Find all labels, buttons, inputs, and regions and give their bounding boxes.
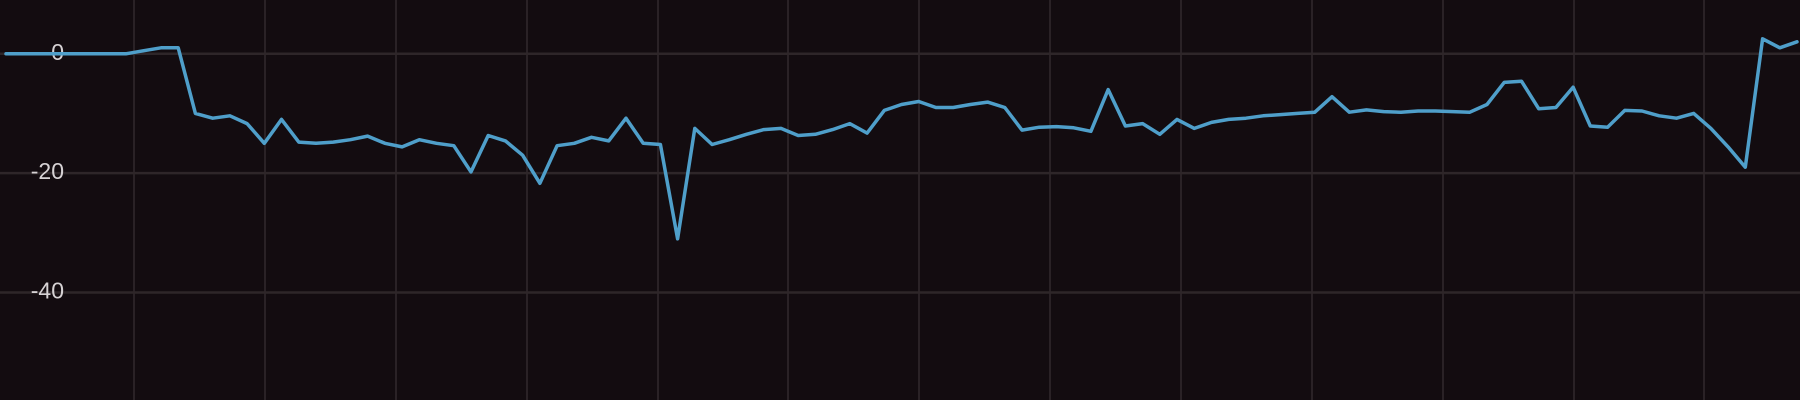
y-tick-label: -20 — [31, 158, 64, 184]
vertical-grid — [133, 0, 1705, 400]
data-line — [4, 37, 1799, 241]
y-tick-label: -40 — [31, 278, 64, 304]
y-tick-label: 0 — [51, 39, 64, 65]
